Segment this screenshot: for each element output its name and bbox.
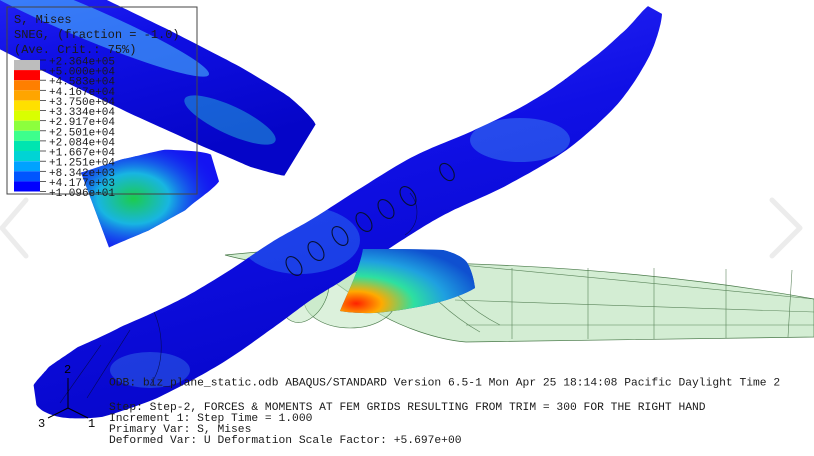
svg-text:SNEG, (fraction = -1.0): SNEG, (fraction = -1.0) xyxy=(14,28,180,42)
svg-text:2: 2 xyxy=(64,363,71,377)
svg-text:(Ave. Crit.: 75%): (Ave. Crit.: 75%) xyxy=(14,43,136,57)
svg-text:1: 1 xyxy=(88,417,95,431)
svg-text:+1.096e+01: +1.096e+01 xyxy=(49,188,115,200)
svg-text:ODB: biz_plane_static.odb: ODB: biz_plane_static.odb ABAQUS/STANDAR… xyxy=(109,378,780,390)
svg-text:3: 3 xyxy=(38,417,45,431)
svg-text:S, Mises: S, Mises xyxy=(14,13,72,27)
svg-text:Deformed Var: U Deformation: Deformed Var: U Deformation Scale Factor… xyxy=(109,435,462,447)
